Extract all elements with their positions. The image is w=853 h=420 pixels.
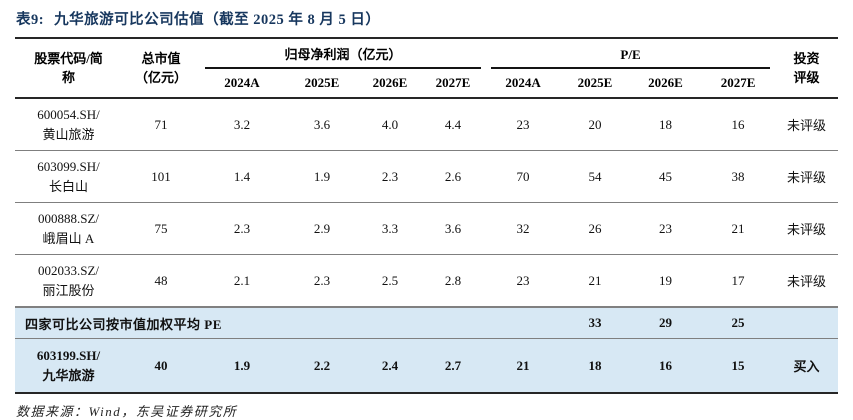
cell-rating: 未评级 — [775, 202, 839, 255]
cell-pe-2027e: 15 — [701, 338, 776, 393]
cell-avg-pe-2027e: 25 — [701, 306, 776, 339]
cell-pe-2025e: 54 — [560, 150, 631, 203]
cell-profit-2024a: 3.2 — [200, 98, 284, 151]
col-header-pe-2025e: 2025E — [560, 69, 631, 99]
col-header-pe-2024a: 2024A — [486, 69, 561, 99]
cell-rating: 未评级 — [775, 150, 839, 203]
cell-pe-2026e: 45 — [630, 150, 702, 203]
cell-pe-2026e: 16 — [630, 338, 702, 393]
col-header-profit-2024a: 2024A — [200, 69, 284, 99]
stock-code: 603199.SH/ — [36, 347, 101, 363]
cell-market-cap: 40 — [122, 338, 200, 393]
cell-rating: 未评级 — [775, 98, 839, 151]
stock-code: 600054.SH/ — [37, 106, 100, 122]
cell-pe-2024a: 21 — [486, 338, 561, 393]
cell-profit-2025e: 1.9 — [284, 150, 360, 203]
table-row-changbaishan: 603099.SH/ 长白山 101 1.4 1.9 2.3 2.6 70 54… — [15, 150, 839, 203]
cell-pe-2025e: 20 — [560, 98, 631, 151]
cell-rating: 未评级 — [775, 254, 839, 308]
header-group-row: 股票代码/简 称 总市值 （亿元） 归母净利润（亿元） P/E — [15, 38, 839, 99]
table-title-text: 九华旅游可比公司估值（截至 2025 年 8 月 5 日） — [54, 12, 381, 28]
cell-stock: 603099.SH/ 长白山 — [15, 150, 122, 203]
stock-code: 603099.SH/ — [37, 158, 100, 174]
weighted-average-label: 四家可比公司按市值加权平均 PE — [15, 306, 561, 339]
cell-pe-2027e: 21 — [701, 202, 776, 255]
cell-rating: 买入 — [775, 338, 839, 393]
cell-pe-2027e: 17 — [701, 254, 776, 308]
cell-profit-2027e: 4.4 — [420, 98, 487, 151]
cell-pe-2025e: 18 — [560, 338, 631, 393]
cell-profit-2025e: 2.3 — [284, 254, 360, 308]
col-header-profit-2027e: 2027E — [420, 69, 487, 99]
stock-name: 丽江股份 — [42, 282, 95, 298]
cell-pe-2027e: 16 — [701, 98, 776, 151]
cell-profit-2027e: 2.7 — [420, 338, 487, 393]
cell-profit-2027e: 2.8 — [420, 254, 487, 308]
stock-name: 九华旅游 — [42, 367, 95, 383]
col-header-pe-2026e: 2026E — [630, 69, 702, 99]
cell-profit-2027e: 3.6 — [420, 202, 487, 255]
table-number-label: 表9: — [16, 12, 45, 28]
cell-profit-2026e: 2.5 — [360, 254, 420, 308]
stock-code: 002033.SZ/ — [37, 262, 100, 278]
cell-stock: 603199.SH/ 九华旅游 — [15, 338, 122, 393]
table-row-huangshan: 600054.SH/ 黄山旅游 71 3.2 3.6 4.0 4.4 23 20… — [15, 98, 839, 151]
cell-stock: 600054.SH/ 黄山旅游 — [15, 98, 122, 151]
cell-profit-2027e: 2.6 — [420, 150, 487, 203]
cell-pe-2024a: 23 — [486, 98, 561, 151]
col-header-profit-2026e: 2026E — [360, 69, 420, 99]
table-row-jiuhua: 603199.SH/ 九华旅游 40 1.9 2.2 2.4 2.7 21 18… — [15, 338, 839, 393]
cell-profit-2026e: 3.3 — [360, 202, 420, 255]
cell-market-cap: 75 — [122, 202, 200, 255]
cell-market-cap: 101 — [122, 150, 200, 203]
cell-pe-2027e: 38 — [701, 150, 776, 203]
stock-code: 000888.SZ/ — [37, 210, 100, 226]
cell-avg-pe-2025e: 33 — [560, 306, 631, 339]
cell-pe-2026e: 19 — [630, 254, 702, 308]
cell-profit-2025e: 3.6 — [284, 98, 360, 151]
page-title: 表9: 九华旅游可比公司估值（截至 2025 年 8 月 5 日） — [16, 10, 838, 30]
cell-stock: 000888.SZ/ 峨眉山 A — [15, 202, 122, 255]
cell-pe-2026e: 18 — [630, 98, 702, 151]
cell-profit-2026e: 2.3 — [360, 150, 420, 203]
cell-profit-2024a: 1.4 — [200, 150, 284, 203]
cell-pe-2024a: 32 — [486, 202, 561, 255]
stock-name: 黄山旅游 — [42, 126, 95, 142]
cell-pe-2025e: 26 — [560, 202, 631, 255]
header-year-row: 2024A 2025E 2026E 2027E 2024A 2025E 2026… — [15, 69, 838, 99]
cell-profit-2025e: 2.2 — [284, 338, 360, 393]
col-header-rating: 投资 评级 — [775, 38, 839, 99]
col-header-stock: 股票代码/简 称 — [15, 38, 122, 99]
col-header-pe-2027e: 2027E — [701, 69, 776, 99]
cell-profit-2026e: 4.0 — [360, 98, 420, 151]
table-row-emeishan: 000888.SZ/ 峨眉山 A 75 2.3 2.9 3.3 3.6 32 2… — [15, 202, 839, 255]
col-header-market-cap: 总市值 （亿元） — [122, 38, 200, 99]
cell-avg-pe-2026e: 29 — [630, 306, 702, 339]
valuation-table: 股票代码/简 称 总市值 （亿元） 归母净利润（亿元） P/E — [15, 37, 839, 394]
cell-profit-2024a: 2.1 — [200, 254, 284, 308]
stock-name: 峨眉山 A — [42, 230, 95, 246]
cell-market-cap: 48 — [122, 254, 200, 308]
cell-pe-2025e: 21 — [560, 254, 631, 308]
cell-profit-2026e: 2.4 — [360, 338, 420, 393]
cell-profit-2025e: 2.9 — [284, 202, 360, 255]
table-row-weighted-average-pe: 四家可比公司按市值加权平均 PE 33 29 25 — [15, 306, 839, 339]
cell-market-cap: 71 — [122, 98, 200, 151]
cell-profit-2024a: 1.9 — [200, 338, 284, 393]
table-row-lijiang: 002033.SZ/ 丽江股份 48 2.1 2.3 2.5 2.8 23 21… — [15, 254, 839, 308]
cell-stock: 002033.SZ/ 丽江股份 — [15, 254, 122, 308]
stock-name: 长白山 — [48, 178, 88, 194]
cell-pe-2024a: 23 — [486, 254, 561, 308]
col-header-profit-2025e: 2025E — [284, 69, 360, 99]
cell-pe-2024a: 70 — [486, 150, 561, 203]
cell-pe-2026e: 23 — [630, 202, 702, 255]
col-group-net-profit: 归母净利润（亿元） — [200, 38, 486, 69]
cell-profit-2024a: 2.3 — [200, 202, 284, 255]
cell-avg-rating-empty — [775, 306, 839, 339]
col-group-pe: P/E — [486, 38, 775, 69]
